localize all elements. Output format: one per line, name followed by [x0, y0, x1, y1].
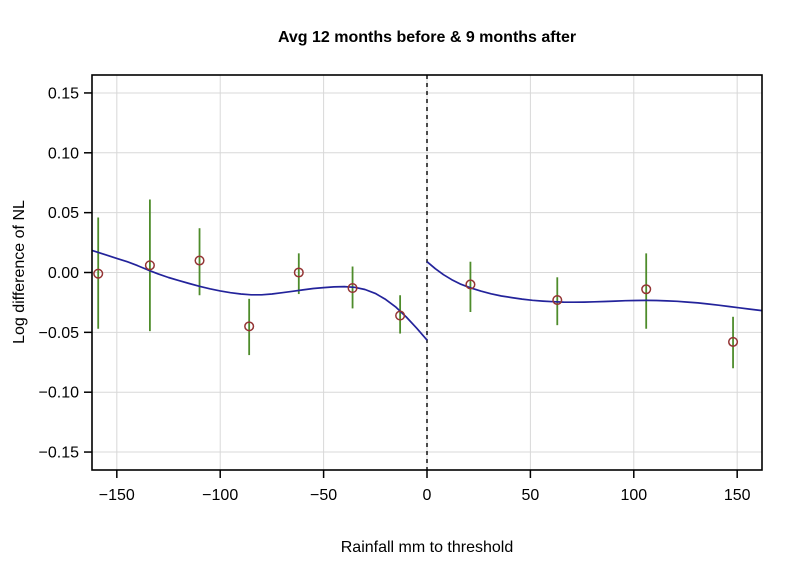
y-tick-label: −0.15 — [39, 445, 80, 462]
data-point — [194, 255, 205, 266]
data-point — [347, 283, 358, 294]
x-tick-label: 100 — [620, 487, 647, 504]
y-axis-title: Log difference of NL — [11, 200, 28, 344]
fit-curve-right — [426, 261, 763, 312]
y-tick-label: 0.10 — [48, 145, 79, 162]
data-point — [727, 336, 739, 347]
x-tick-label: 0 — [423, 487, 432, 504]
data-point — [465, 279, 476, 290]
x-tick-label: −150 — [99, 487, 135, 504]
y-tick-label: −0.05 — [39, 325, 80, 342]
data-point — [641, 284, 652, 295]
data-point — [552, 294, 563, 306]
y-tick-label: 0.05 — [48, 205, 79, 222]
x-axis-title: Rainfall mm to threshold — [340, 539, 514, 556]
data-point — [244, 321, 255, 332]
x-tick-label: 150 — [724, 487, 751, 504]
y-tick-label: 0.15 — [48, 85, 79, 102]
chart-title: Avg 12 months before & 9 months after — [277, 29, 577, 46]
data-point — [93, 268, 104, 279]
y-tick-label: 0.00 — [48, 265, 79, 282]
x-tick-label: −100 — [202, 487, 238, 504]
y-tick-label: −0.10 — [39, 385, 80, 402]
x-tick-label: 50 — [521, 487, 539, 504]
data-point — [293, 267, 304, 278]
x-tick-label: −50 — [310, 487, 337, 504]
data-point — [144, 260, 155, 271]
fit-curve-left — [91, 249, 428, 341]
data-point — [395, 310, 406, 321]
